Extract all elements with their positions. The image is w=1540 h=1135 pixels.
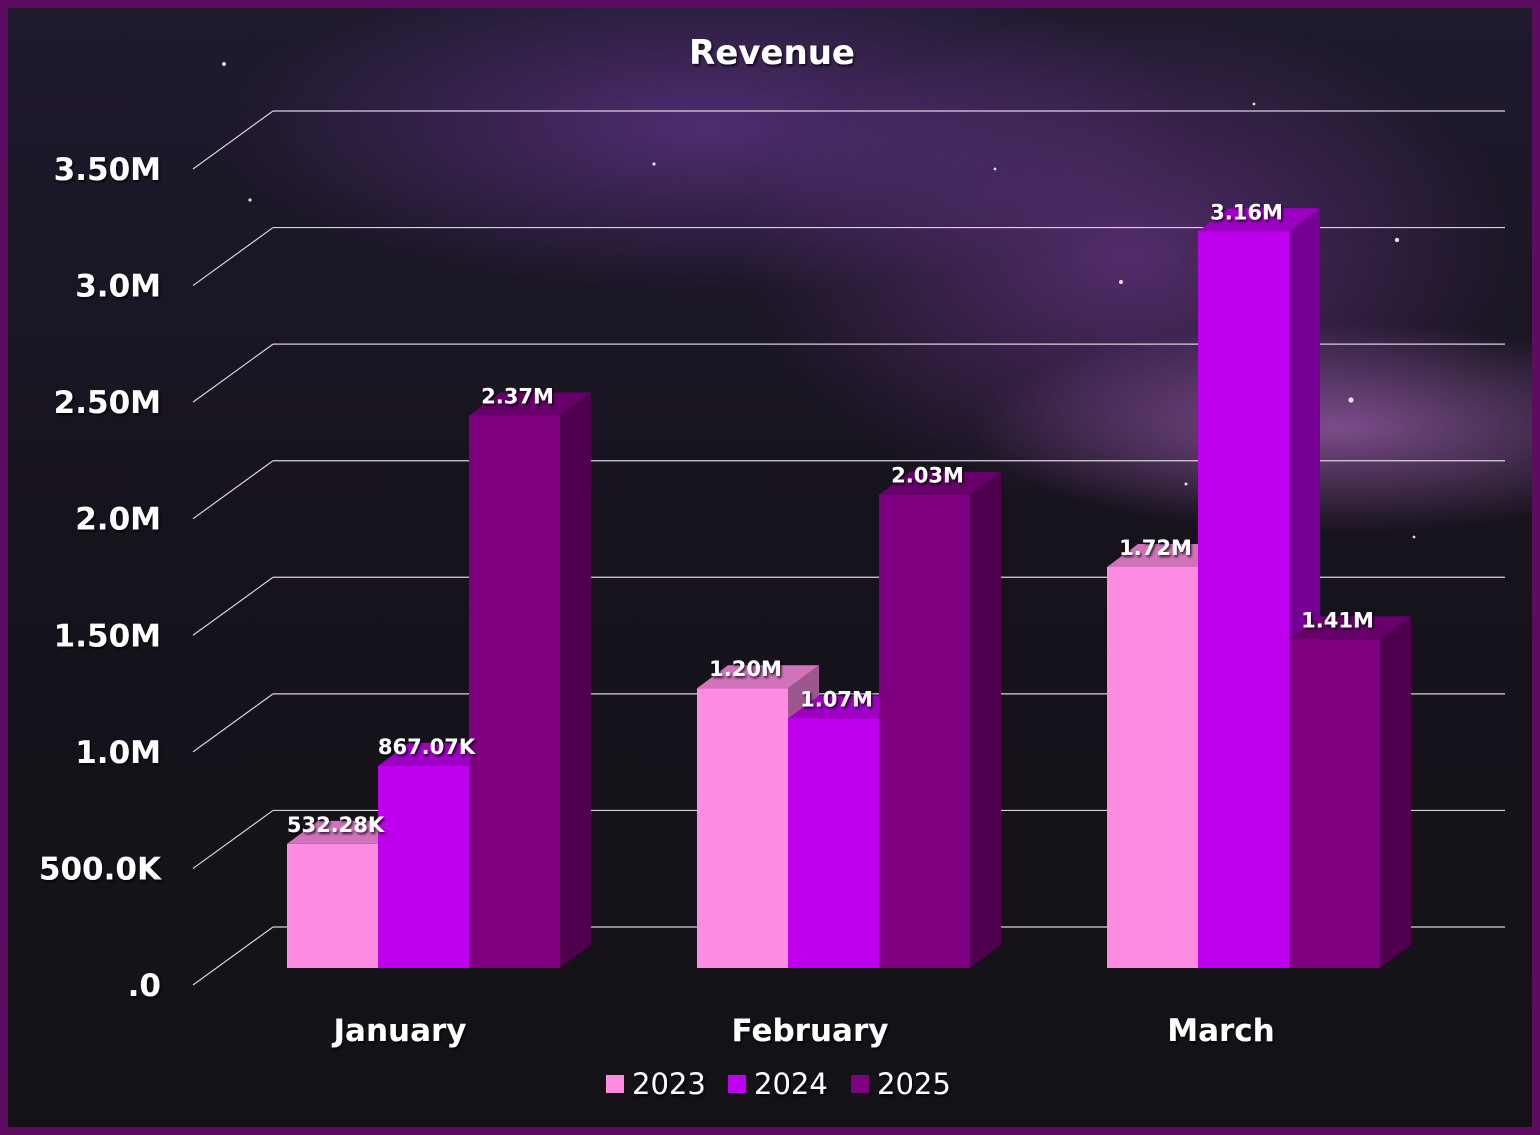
x-tick-label: March bbox=[1167, 1013, 1275, 1049]
bar-top bbox=[697, 665, 819, 689]
star-dot bbox=[1348, 397, 1354, 403]
legend-label: 2025 bbox=[877, 1067, 951, 1101]
data-label: 3.16M bbox=[1210, 200, 1283, 224]
legend-swatch bbox=[851, 1075, 869, 1093]
star-dot bbox=[1184, 482, 1188, 486]
x-tick-label: January bbox=[331, 1013, 466, 1049]
star-dot bbox=[1252, 102, 1256, 106]
background-stars bbox=[222, 62, 1416, 539]
bar-front bbox=[378, 765, 469, 968]
bar-front bbox=[1289, 639, 1380, 968]
bar-front bbox=[1198, 231, 1289, 969]
gridline-diagonal bbox=[192, 576, 274, 636]
bar-side bbox=[560, 392, 591, 968]
bar-top bbox=[1289, 616, 1411, 640]
gridline-diagonal bbox=[192, 926, 274, 986]
legend-item-2023[interactable]: 2023 bbox=[606, 1067, 706, 1101]
y-tick-label: 500.0K bbox=[39, 851, 162, 887]
bar-top bbox=[1198, 208, 1320, 232]
bar-2025-march bbox=[1289, 616, 1411, 968]
bar-front bbox=[469, 415, 560, 968]
y-axis-ticks: .0 500.0K 1.0M 1.50M 2.0M 2.50M 3.0M 3.50M bbox=[39, 152, 162, 1004]
gridline-diagonal bbox=[192, 227, 274, 287]
legend-swatch bbox=[728, 1075, 746, 1093]
bar-2024-march bbox=[1198, 208, 1320, 969]
data-label: 1.41M bbox=[1301, 608, 1374, 632]
legend-item-2025[interactable]: 2025 bbox=[851, 1067, 951, 1101]
bar-top bbox=[879, 471, 1001, 495]
gridline-diagonal bbox=[192, 343, 274, 403]
chart-title: Revenue bbox=[689, 33, 855, 73]
x-tick-label: February bbox=[732, 1013, 889, 1049]
star-dot bbox=[248, 198, 252, 202]
legend[interactable]: 2023 2024 2025 bbox=[606, 1067, 951, 1101]
legend-swatch bbox=[606, 1075, 624, 1093]
y-tick-label: 1.0M bbox=[75, 735, 161, 771]
data-label: 867.07K bbox=[378, 735, 476, 759]
bars bbox=[287, 208, 1411, 969]
bar-side bbox=[970, 471, 1001, 968]
x-axis-ticks: January February March bbox=[331, 1013, 1274, 1049]
data-label: 532.28K bbox=[287, 813, 385, 837]
gridline-diagonal bbox=[192, 110, 274, 170]
legend-label: 2024 bbox=[754, 1067, 828, 1101]
gridline-diagonal bbox=[192, 460, 274, 520]
star-dot bbox=[993, 167, 997, 171]
data-label: 1.72M bbox=[1119, 536, 1192, 560]
legend-item-2024[interactable]: 2024 bbox=[728, 1067, 828, 1101]
y-tick-label: 3.0M bbox=[75, 269, 161, 305]
bar-front bbox=[879, 494, 970, 968]
revenue-chart: .0 500.0K 1.0M 1.50M 2.0M 2.50M 3.0M 3.50M 532.… bbox=[39, 33, 1505, 1101]
data-label: 1.20M bbox=[709, 657, 782, 681]
data-label: 1.07M bbox=[800, 688, 873, 712]
bar-top bbox=[469, 392, 591, 416]
y-tick-label: 2.0M bbox=[75, 502, 161, 538]
gridline-diagonal bbox=[192, 693, 274, 753]
y-tick-label: 2.50M bbox=[54, 385, 161, 421]
bar-side bbox=[1380, 616, 1411, 968]
data-labels: 532.28K 867.07K 2.37M 1.20M 1.07M 2.03M 1.72M 3… bbox=[287, 200, 1374, 837]
star-dot bbox=[1119, 280, 1123, 284]
star-dot bbox=[222, 62, 226, 66]
data-label: 2.37M bbox=[481, 384, 554, 408]
bar-2025-february bbox=[879, 471, 1001, 968]
y-tick-label: 1.50M bbox=[54, 618, 161, 654]
bar-front bbox=[287, 843, 378, 968]
bar-front bbox=[697, 688, 788, 968]
data-label: 2.03M bbox=[891, 464, 964, 488]
star-dot bbox=[1394, 237, 1400, 243]
star-dot bbox=[652, 162, 656, 166]
star-dot bbox=[1412, 535, 1416, 539]
bar-2025-january bbox=[469, 392, 591, 968]
legend-label: 2023 bbox=[632, 1067, 706, 1101]
y-tick-label: 3.50M bbox=[54, 152, 161, 188]
bar-front bbox=[788, 718, 879, 968]
y-tick-label: .0 bbox=[128, 968, 161, 1004]
gridline-diagonal bbox=[192, 809, 274, 869]
bar-front bbox=[1107, 566, 1198, 968]
